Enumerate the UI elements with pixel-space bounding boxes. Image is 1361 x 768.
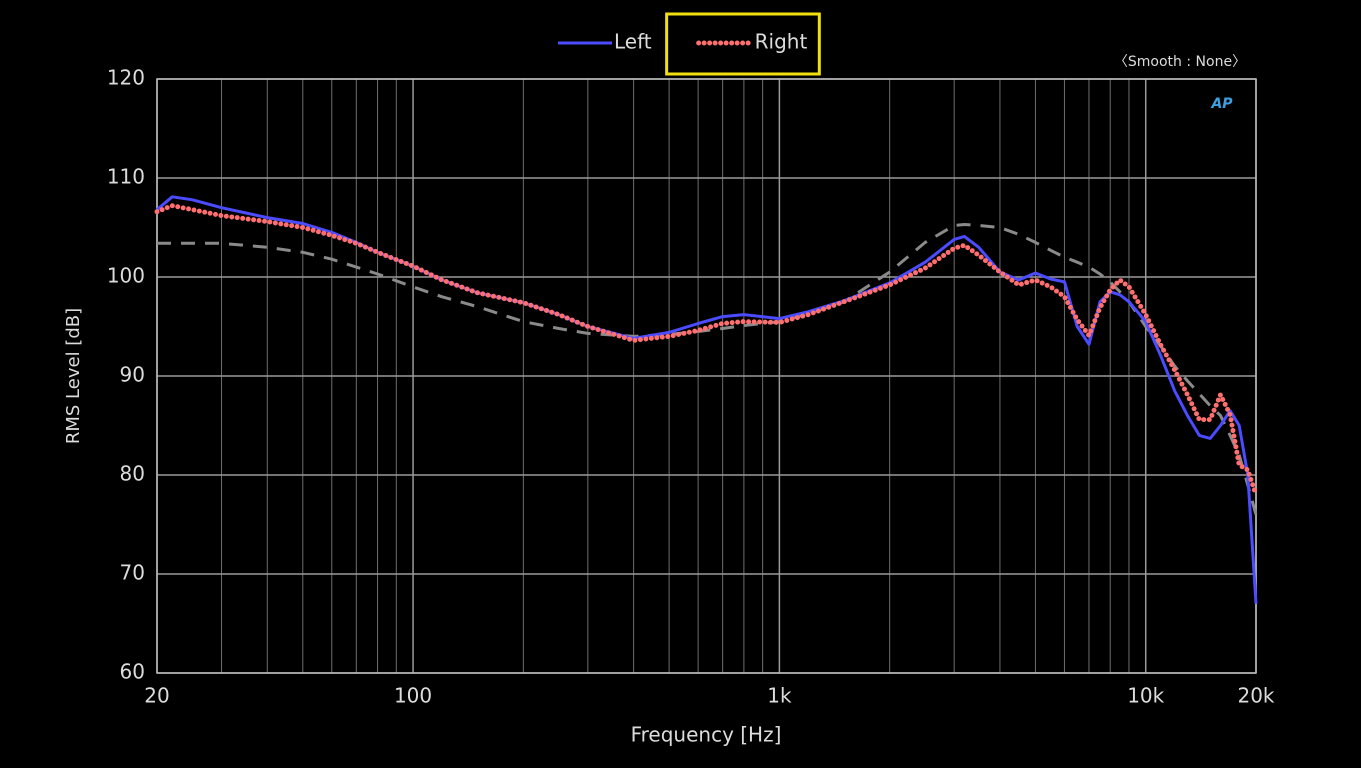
x-tick-label: 10k <box>1127 684 1164 708</box>
y-tick-label: 100 <box>107 264 145 288</box>
y-tick-label: 110 <box>107 165 145 189</box>
y-tick-label: 120 <box>107 66 145 90</box>
legend-label: Right <box>755 30 808 54</box>
y-axis-label: RMS Level [dB] <box>63 308 84 444</box>
legend-label: Left <box>614 30 652 54</box>
x-tick-label: 20 <box>144 684 169 708</box>
legend-highlight <box>665 12 821 76</box>
x-tick-label: 20k <box>1237 684 1274 708</box>
y-tick-label: 60 <box>120 660 145 684</box>
y-tick-label: 70 <box>120 561 145 585</box>
y-tick-label: 80 <box>120 462 145 486</box>
y-tick-label: 90 <box>120 363 145 387</box>
x-tick-label: 1k <box>767 684 792 708</box>
x-axis-label: Frequency [Hz] <box>631 723 782 747</box>
logo: AP <box>1210 96 1233 112</box>
plot-frame <box>156 78 1257 674</box>
series-line <box>154 203 1259 498</box>
x-tick-label: 100 <box>394 684 432 708</box>
annotation: 〈Smooth : None〉 <box>1114 54 1246 70</box>
